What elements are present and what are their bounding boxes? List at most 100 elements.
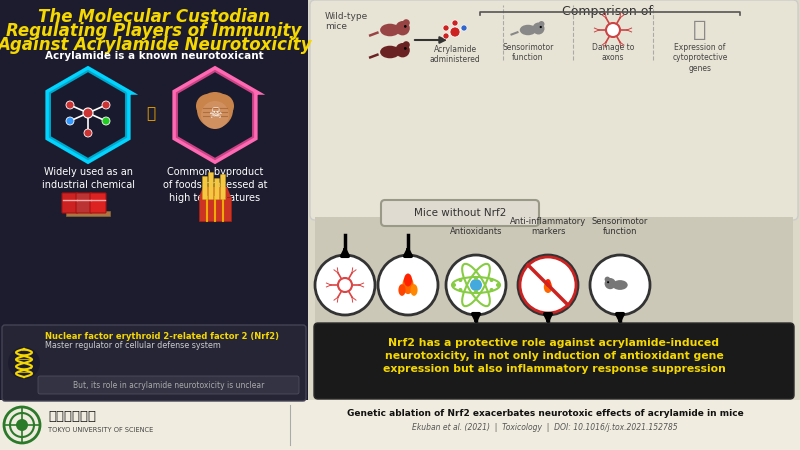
Circle shape <box>66 101 74 109</box>
Text: Comparison of: Comparison of <box>562 5 653 18</box>
Circle shape <box>210 94 234 118</box>
Text: Damage to
axons: Damage to axons <box>322 323 368 342</box>
FancyBboxPatch shape <box>76 193 92 213</box>
Text: Acrylamide is a known neurotoxicant: Acrylamide is a known neurotoxicant <box>45 51 263 61</box>
FancyBboxPatch shape <box>315 217 793 395</box>
FancyBboxPatch shape <box>308 0 800 400</box>
Text: Antioxidants: Antioxidants <box>450 227 502 236</box>
Circle shape <box>458 288 462 292</box>
Circle shape <box>452 20 458 26</box>
Text: Nuclear factor erythroid 2-related factor 2 (Nrf2): Nuclear factor erythroid 2-related facto… <box>45 332 279 341</box>
Circle shape <box>338 278 352 292</box>
FancyBboxPatch shape <box>199 197 231 221</box>
Circle shape <box>496 283 500 287</box>
Text: Master regulator of cellular defense system: Master regulator of cellular defense sys… <box>45 341 221 350</box>
Text: Common byproduct
of foods processed at
high temperatures: Common byproduct of foods processed at h… <box>162 167 267 203</box>
Text: Widely used as an
industrial chemical: Widely used as an industrial chemical <box>42 167 134 190</box>
Circle shape <box>404 25 406 28</box>
Circle shape <box>474 276 478 280</box>
Polygon shape <box>175 69 255 161</box>
FancyBboxPatch shape <box>90 193 106 213</box>
Text: Damage to
axons: Damage to axons <box>592 43 634 63</box>
Ellipse shape <box>380 24 400 36</box>
FancyBboxPatch shape <box>0 400 800 450</box>
Polygon shape <box>48 69 128 161</box>
Circle shape <box>66 117 74 125</box>
Text: Wild-type
mice: Wild-type mice <box>325 12 368 32</box>
Ellipse shape <box>404 274 412 287</box>
Circle shape <box>533 22 545 35</box>
Text: ☠: ☠ <box>208 105 222 121</box>
FancyBboxPatch shape <box>209 172 214 199</box>
Ellipse shape <box>402 276 414 294</box>
FancyBboxPatch shape <box>38 376 299 394</box>
Circle shape <box>450 27 460 37</box>
Circle shape <box>378 255 438 315</box>
Text: TOKYO UNIVERSITY OF SCIENCE: TOKYO UNIVERSITY OF SCIENCE <box>48 427 154 433</box>
Text: Anti-inflammatory
markers: Anti-inflammatory markers <box>510 216 586 236</box>
Circle shape <box>404 47 406 50</box>
Circle shape <box>402 41 410 49</box>
Circle shape <box>395 21 410 36</box>
Ellipse shape <box>380 46 400 58</box>
Text: Expression of
cytoprotective
genes: Expression of cytoprotective genes <box>672 43 728 73</box>
Circle shape <box>102 101 110 109</box>
Circle shape <box>84 129 92 137</box>
Text: Genetic ablation of Nrf2 exacerbates neurotoxic effects of acrylamide in mice: Genetic ablation of Nrf2 exacerbates neu… <box>346 410 743 418</box>
FancyBboxPatch shape <box>2 325 306 401</box>
Circle shape <box>474 290 478 294</box>
Circle shape <box>607 281 609 283</box>
Circle shape <box>538 21 545 27</box>
Circle shape <box>196 94 220 118</box>
Circle shape <box>590 255 650 315</box>
Circle shape <box>470 279 482 291</box>
Circle shape <box>518 255 578 315</box>
Circle shape <box>605 277 610 282</box>
Text: Mice without Nrf2: Mice without Nrf2 <box>414 208 506 218</box>
Ellipse shape <box>398 284 406 296</box>
Circle shape <box>402 19 410 27</box>
Circle shape <box>540 26 542 28</box>
Circle shape <box>490 278 494 282</box>
Circle shape <box>605 278 616 289</box>
Text: ⛓: ⛓ <box>146 107 155 122</box>
Text: Sensorimotor
function: Sensorimotor function <box>502 43 554 63</box>
FancyBboxPatch shape <box>66 211 110 216</box>
FancyBboxPatch shape <box>314 323 794 399</box>
FancyBboxPatch shape <box>221 175 226 199</box>
Circle shape <box>16 419 28 431</box>
Circle shape <box>452 283 456 287</box>
Circle shape <box>395 43 410 58</box>
Polygon shape <box>50 71 126 159</box>
Text: The Molecular Custodian: The Molecular Custodian <box>38 8 270 26</box>
Circle shape <box>443 25 449 31</box>
Ellipse shape <box>612 280 628 290</box>
Text: Pro-inflammatory
markers: Pro-inflammatory markers <box>371 323 445 342</box>
FancyBboxPatch shape <box>202 176 207 199</box>
Circle shape <box>201 101 229 129</box>
FancyBboxPatch shape <box>214 179 219 199</box>
Circle shape <box>458 278 462 282</box>
Text: Acrylamide
administered: Acrylamide administered <box>430 45 480 64</box>
Polygon shape <box>177 71 253 159</box>
Ellipse shape <box>520 25 536 35</box>
Text: 東京理科大学: 東京理科大学 <box>48 410 96 423</box>
Text: Sensorimotor
function: Sensorimotor function <box>592 216 648 236</box>
Circle shape <box>8 347 40 379</box>
FancyBboxPatch shape <box>62 193 78 213</box>
FancyBboxPatch shape <box>381 200 539 226</box>
Circle shape <box>606 23 620 37</box>
Circle shape <box>490 288 494 292</box>
Text: Nrf2 has a protective role against acrylamide-induced
neurotoxicity, in not only: Nrf2 has a protective role against acryl… <box>382 338 726 374</box>
FancyBboxPatch shape <box>0 0 308 400</box>
Circle shape <box>315 255 375 315</box>
Circle shape <box>197 92 233 128</box>
FancyBboxPatch shape <box>310 0 798 220</box>
Circle shape <box>446 255 506 315</box>
Text: But, its role in acrylamide neurotoxicity is unclear: But, its role in acrylamide neurotoxicit… <box>74 381 265 390</box>
Circle shape <box>102 117 110 125</box>
Ellipse shape <box>546 279 550 287</box>
Text: Ekuban et al. (2021)  |  Toxicology  |  DOI: 10.1016/j.tox.2021.152785: Ekuban et al. (2021) | Toxicology | DOI:… <box>412 423 678 432</box>
Text: Regulating Players of Immunity: Regulating Players of Immunity <box>6 22 302 40</box>
Circle shape <box>461 25 467 31</box>
